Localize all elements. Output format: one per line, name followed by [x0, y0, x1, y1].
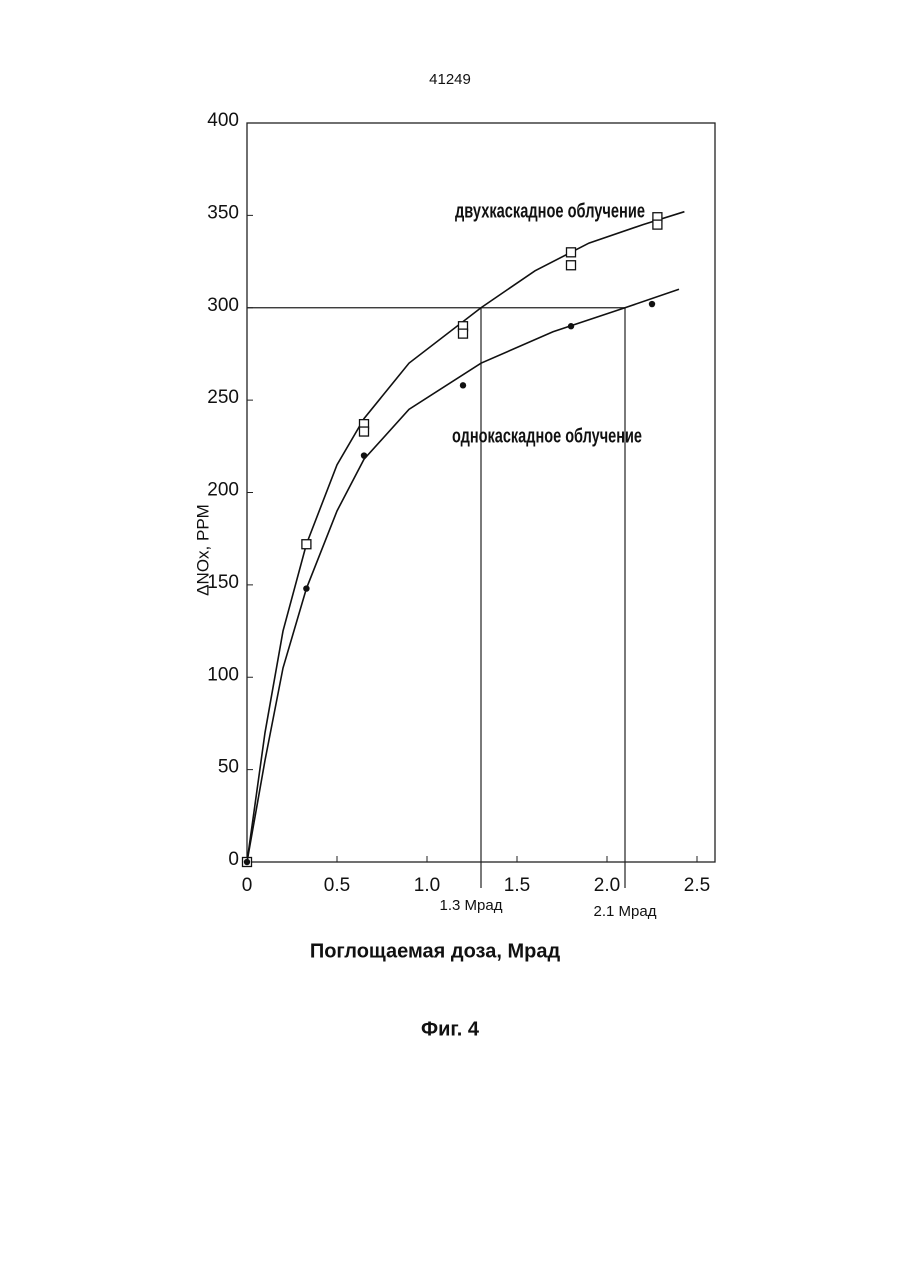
x-tick-label: 0.5 — [324, 875, 350, 896]
y-tick-label: 300 — [207, 295, 239, 316]
point — [244, 859, 250, 865]
point — [360, 427, 369, 436]
x-tick-label: 1.5 — [504, 875, 530, 896]
y-tick-label: 250 — [207, 387, 239, 408]
point — [567, 261, 576, 270]
y-tick-label: 350 — [207, 202, 239, 223]
point — [649, 301, 655, 307]
reference-label: 2.1 Мрад — [594, 903, 657, 920]
x-tick-label: 0 — [242, 875, 253, 896]
page-number: 41249 — [429, 71, 471, 88]
y-tick-label: 200 — [207, 480, 239, 501]
x-tick-label: 1.0 — [414, 875, 440, 896]
point — [460, 382, 466, 388]
x-axis-label: Поглощаемая доза, Мрад — [310, 940, 561, 962]
y-tick-label: 400 — [207, 110, 239, 131]
fit-curve — [247, 289, 679, 862]
point — [459, 329, 468, 338]
reference-label: 1.3 Мрад — [440, 897, 503, 914]
page: 41249 Фиг. 4 Поглощаемая доза, Мрад ΔNOx… — [0, 0, 900, 1273]
series-label: однокаскадное облучение — [452, 425, 642, 447]
point — [653, 220, 662, 229]
y-tick-label: 100 — [207, 664, 239, 685]
point — [361, 452, 367, 458]
caption: Фиг. 4 — [421, 1018, 480, 1040]
series-label: двухкаскадное облучение — [455, 200, 645, 222]
y-tick-label: 150 — [207, 572, 239, 593]
point — [567, 248, 576, 257]
y-tick-label: 50 — [218, 757, 239, 778]
point — [302, 540, 311, 549]
point — [303, 585, 309, 591]
x-tick-label: 2.0 — [594, 875, 620, 896]
x-tick-label: 2.5 — [684, 875, 710, 896]
point — [568, 323, 574, 329]
y-tick-label: 0 — [228, 849, 239, 870]
